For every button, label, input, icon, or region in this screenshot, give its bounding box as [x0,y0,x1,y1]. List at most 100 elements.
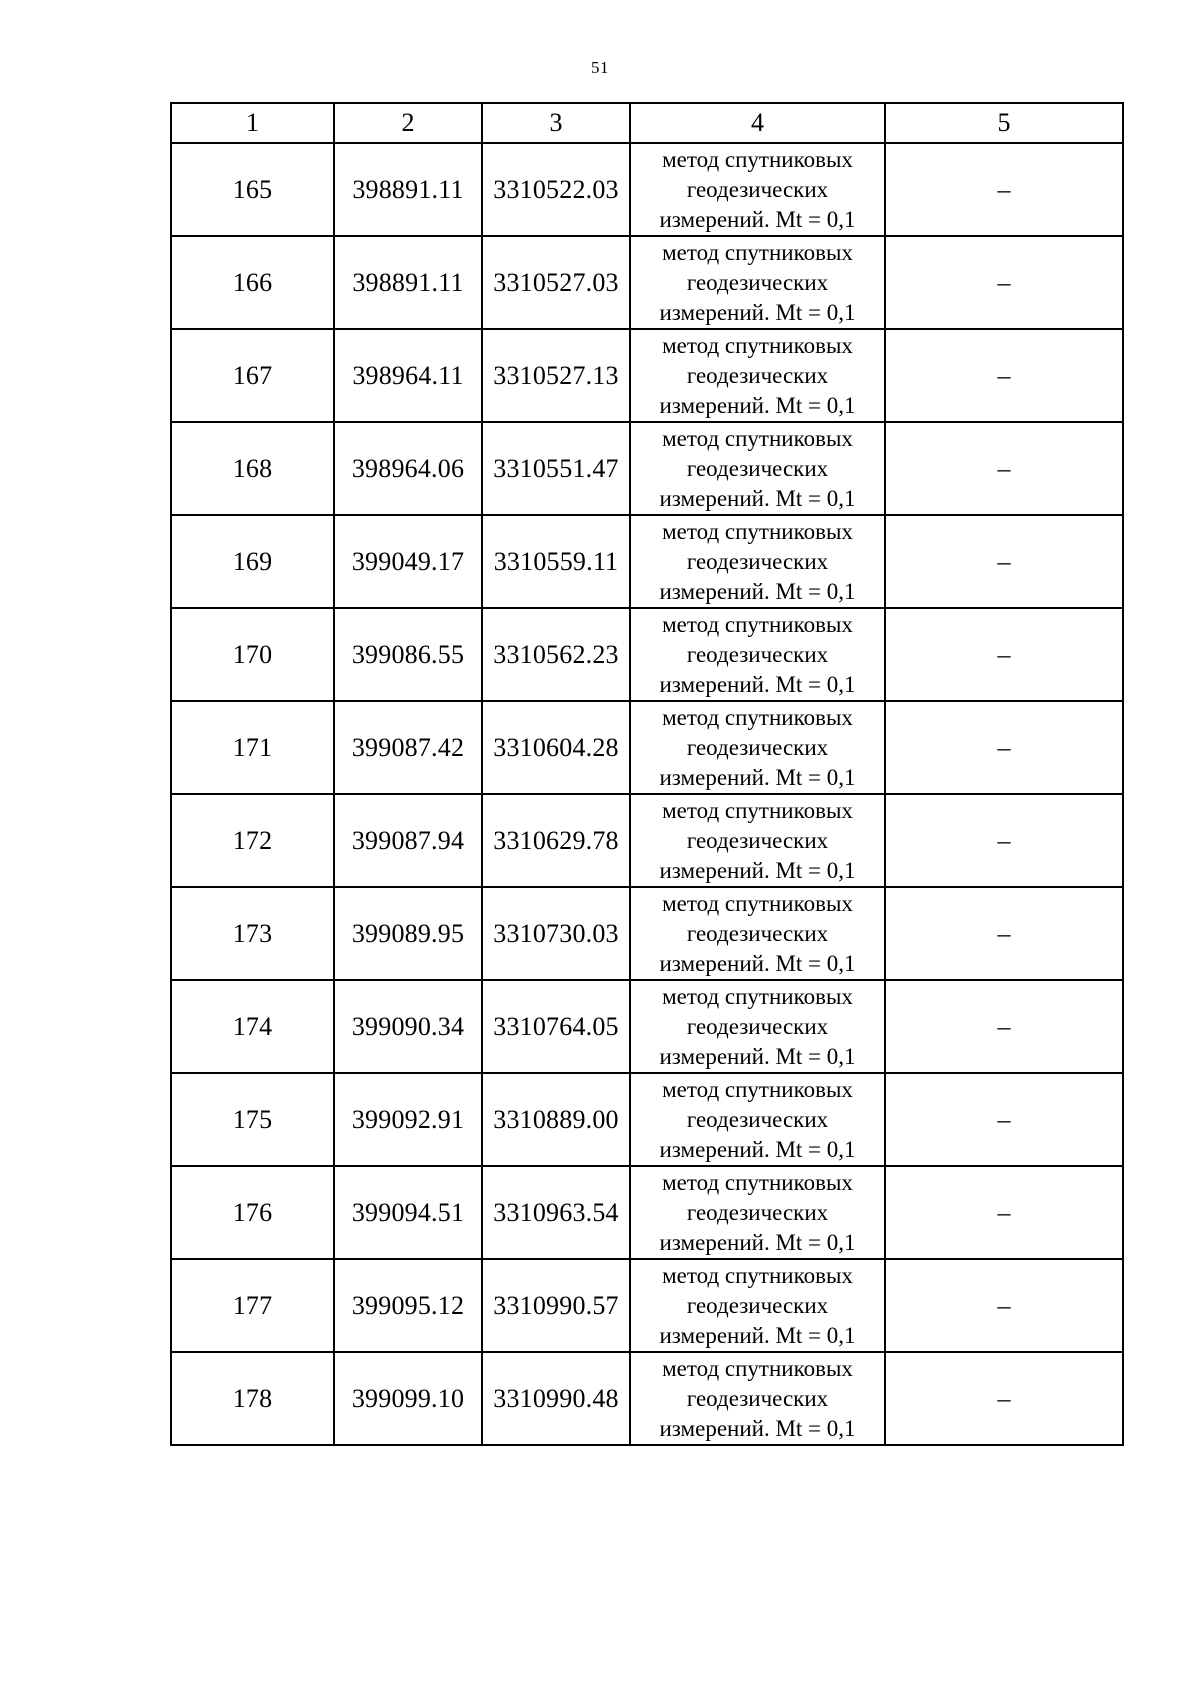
cell-coordinate-y: 3310527.13 [481,328,631,423]
cell-coordinate-y: 3310990.57 [481,1258,631,1353]
cell-note: – [884,607,1124,702]
cell-point-number: 175 [170,1072,335,1167]
page-number: 51 [591,58,609,77]
cell-method-description: метод спутниковых геодезических измерений.… [629,142,886,237]
cell-method-description: метод спутниковых геодезических измерений.… [629,700,886,795]
table-row: 170 399086.55 3310562.23 метод спутниковых г… [170,607,1124,702]
cell-coordinate-y: 3310562.23 [481,607,631,702]
method-line: измерений. Mt = 0,1 [659,857,856,883]
cell-coordinate-x: 399089.95 [333,886,483,981]
cell-coordinate-y: 3310522.03 [481,142,631,237]
cell-coordinate-y: 3310963.54 [481,1165,631,1260]
cell-coordinate-x: 399095.12 [333,1258,483,1353]
cell-note: – [884,979,1124,1074]
coordinates-table-wrapper: 1 2 3 4 5 165 398891.11 3310522.03 метод сп… [170,102,1124,1446]
dash-glyph: – [997,1197,1011,1227]
cell-coordinate-y: 3310889.00 [481,1072,631,1167]
cell-method-description: метод спутниковых геодезических измерений.… [629,979,886,1074]
table-row: 165 398891.11 3310522.03 метод спутниковых г… [170,142,1124,237]
table-row: 169 399049.17 3310559.11 метод спутниковых г… [170,514,1124,609]
cell-point-number: 167 [170,328,335,423]
table-header-row: 1 2 3 4 5 [170,102,1124,144]
cell-note: – [884,886,1124,981]
table-row: 177 399095.12 3310990.57 метод спутниковых г… [170,1258,1124,1353]
cell-coordinate-y: 3310604.28 [481,700,631,795]
table-row: 178 399099.10 3310990.48 метод спутниковых г… [170,1351,1124,1446]
cell-method-description: метод спутниковых геодезических измерений.… [629,421,886,516]
cell-coordinate-x: 398891.11 [333,235,483,330]
cell-note: – [884,235,1124,330]
method-line: метод спутниковых [662,704,853,730]
cell-coordinate-x: 399090.34 [333,979,483,1074]
column-header-3: 3 [481,102,631,144]
cell-point-number: 166 [170,235,335,330]
cell-note: – [884,514,1124,609]
cell-method-description: метод спутниковых геодезических измерений.… [629,1258,886,1353]
method-line: метод спутниковых [662,797,853,823]
cell-coordinate-y: 3310764.05 [481,979,631,1074]
method-line: геодезических [686,1292,829,1318]
method-line: метод спутниковых [662,983,853,1009]
cell-point-number: 178 [170,1351,335,1446]
cell-point-number: 176 [170,1165,335,1260]
cell-coordinate-y: 3310527.03 [481,235,631,330]
dash-glyph: – [997,174,1011,204]
table-row: 172 399087.94 3310629.78 метод спутниковых г… [170,793,1124,888]
table-row: 166 398891.11 3310527.03 метод спутниковых г… [170,235,1124,330]
method-line: измерений. Mt = 0,1 [659,671,856,697]
dash-glyph: – [997,639,1011,669]
method-line: метод спутниковых [662,1076,853,1102]
cell-coordinate-x: 398964.06 [333,421,483,516]
table-row: 173 399089.95 3310730.03 метод спутниковых г… [170,886,1124,981]
cell-coordinate-x: 399094.51 [333,1165,483,1260]
cell-coordinate-y: 3310629.78 [481,793,631,888]
dash-glyph: – [997,825,1011,855]
table-body: 165 398891.11 3310522.03 метод спутниковых г… [170,142,1124,1446]
dash-glyph: – [997,1011,1011,1041]
method-line: геодезических [686,1199,829,1225]
method-line: геодезических [686,1013,829,1039]
method-line: измерений. Mt = 0,1 [659,950,856,976]
cell-note: – [884,142,1124,237]
cell-point-number: 169 [170,514,335,609]
column-header-5: 5 [884,102,1124,144]
table-row: 171 399087.42 3310604.28 метод спутниковых г… [170,700,1124,795]
cell-note: – [884,1072,1124,1167]
cell-coordinate-x: 399099.10 [333,1351,483,1446]
dash-glyph: – [997,732,1011,762]
cell-note: – [884,1165,1124,1260]
cell-point-number: 174 [170,979,335,1074]
cell-note: – [884,700,1124,795]
method-line: геодезических [686,362,829,388]
cell-coordinate-x: 398964.11 [333,328,483,423]
cell-coordinate-y: 3310730.03 [481,886,631,981]
method-line: измерений. Mt = 0,1 [659,1322,856,1348]
column-header-1: 1 [170,102,335,144]
cell-method-description: метод спутниковых геодезических измерений.… [629,514,886,609]
coordinates-table: 1 2 3 4 5 165 398891.11 3310522.03 метод сп… [170,102,1124,1446]
cell-coordinate-x: 399049.17 [333,514,483,609]
cell-coordinate-y: 3310551.47 [481,421,631,516]
table-row: 174 399090.34 3310764.05 метод спутниковых г… [170,979,1124,1074]
cell-point-number: 165 [170,142,335,237]
dash-glyph: – [997,1290,1011,1320]
cell-method-description: метод спутниковых геодезических измерений.… [629,1351,886,1446]
method-line: метод спутниковых [662,1355,853,1381]
method-line: геодезических [686,827,829,853]
cell-point-number: 170 [170,607,335,702]
dash-glyph: – [997,453,1011,483]
cell-note: – [884,328,1124,423]
method-line: метод спутниковых [662,1169,853,1195]
table-row: 175 399092.91 3310889.00 метод спутниковых г… [170,1072,1124,1167]
dash-glyph: – [997,1104,1011,1134]
cell-coordinate-x: 399087.94 [333,793,483,888]
cell-coordinate-y: 3310990.48 [481,1351,631,1446]
method-line: геодезических [686,920,829,946]
cell-method-description: метод спутниковых геодезических измерений.… [629,793,886,888]
method-line: геодезических [686,548,829,574]
column-header-4: 4 [629,102,886,144]
cell-method-description: метод спутниковых геодезических измерений.… [629,886,886,981]
method-line: метод спутниковых [662,518,853,544]
method-line: геодезических [686,176,829,202]
